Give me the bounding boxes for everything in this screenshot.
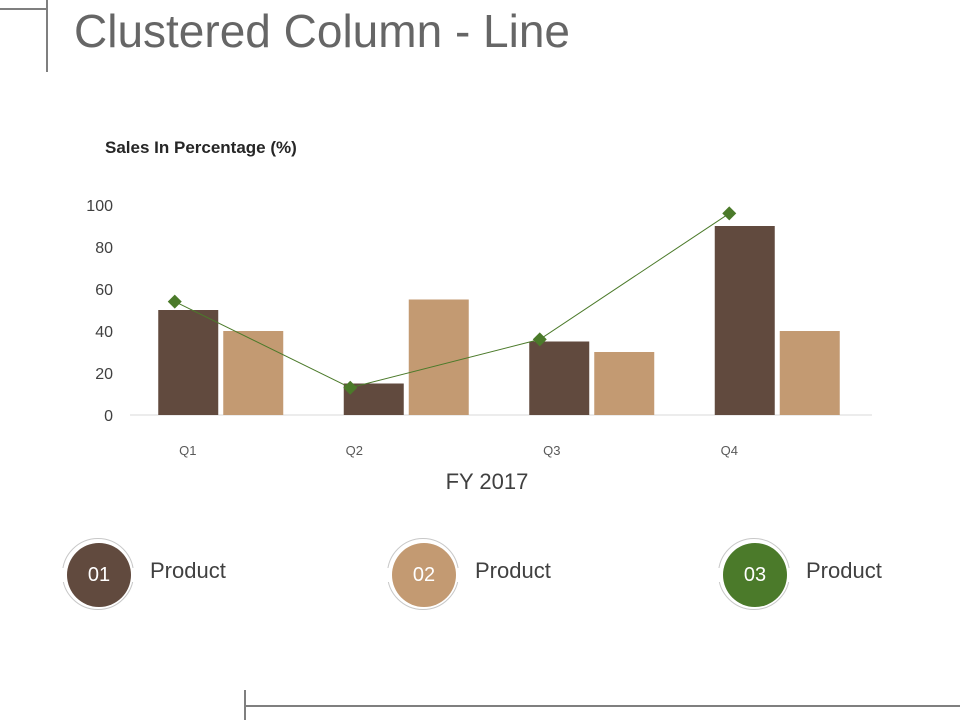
x-tick-label-q3: Q3 [543,443,560,458]
legend-ring-gap [451,568,461,582]
line-series [167,206,737,395]
y-tick-label: 80 [95,240,113,257]
y-tick-label: 100 [86,198,113,215]
y-tick-label: 40 [95,324,113,341]
x-axis-ticks: Q1 Q2 Q3 Q4 [179,443,738,458]
legend-ring-gap [782,568,792,582]
line-marker-q2 [343,380,358,395]
y-axis-ticks: 0 20 40 60 80 100 [86,198,113,425]
x-tick-label-q2: Q2 [346,443,363,458]
legend-ring-gap [716,568,726,582]
y-tick-label: 0 [104,408,113,425]
legend-number-badge: 03 [723,543,787,607]
top-left-frame-line-vertical [46,0,48,72]
bottom-frame-line [244,705,960,707]
legend-label: Product [806,558,882,583]
bar-series-2-q3 [594,352,655,415]
legend-ring-gap [126,568,136,582]
x-tick-label-q1: Q1 [179,443,196,458]
legend-ring-gap [385,568,395,582]
bar-series-1-q1 [158,310,219,415]
bar-series-2-q2 [408,299,469,415]
top-left-frame-line [0,8,48,10]
line-marker-q3 [532,332,547,347]
bar-series-2-q4 [779,331,840,415]
legend-label: Product [475,558,551,583]
y-tick-label: 60 [95,282,113,299]
line-marker-q1 [167,294,182,309]
line-series-path [174,212,730,389]
bar-series [158,226,840,415]
bar-series-1-q3 [529,341,590,415]
slide-title: Clustered Column - Line [74,5,571,57]
legend-label: Product [150,558,226,583]
y-tick-label: 20 [95,366,113,383]
bar-series-2-q1 [223,331,284,415]
chart-title: Sales In Percentage (%) [105,138,297,157]
legend-number-badge: 01 [67,543,131,607]
legend-ring-gap [60,568,70,582]
bar-series-1-q4 [714,226,775,415]
x-axis-label: FY 2017 [446,469,529,494]
legend-number-badge: 02 [392,543,456,607]
line-marker-q4 [722,206,737,221]
x-tick-label-q4: Q4 [721,443,738,458]
